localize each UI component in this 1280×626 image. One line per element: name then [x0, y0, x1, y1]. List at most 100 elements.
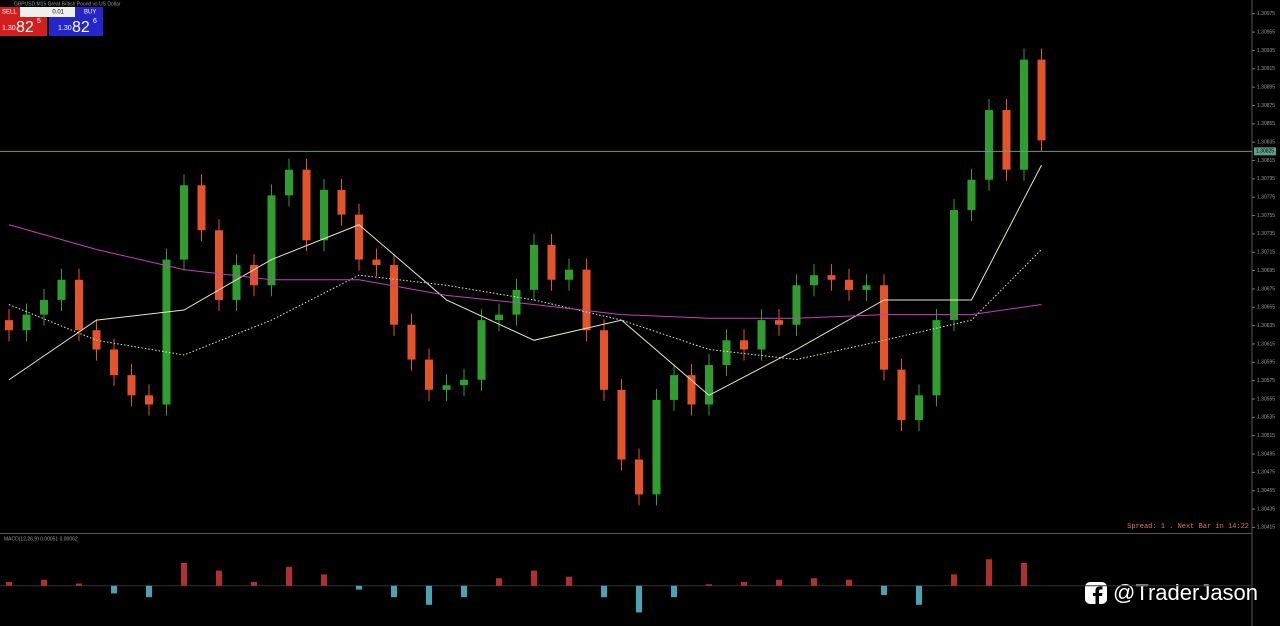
histogram-bar [531, 570, 537, 586]
candle-body [985, 110, 993, 180]
candle-body [442, 385, 451, 390]
candle-body [652, 399, 661, 495]
candle-body [582, 269, 591, 331]
histogram-bar [6, 582, 12, 586]
y-tick-label: 1.30535 [1257, 415, 1275, 421]
moving-average [8, 224, 1042, 319]
candle-body [40, 299, 48, 315]
candle-body [407, 324, 416, 360]
candle-body [862, 285, 871, 290]
symbol-title: GBPUSD,M15 Great British Pound vs US Dol… [14, 1, 121, 7]
facebook-f [1093, 586, 1103, 604]
candle-body [547, 244, 556, 280]
y-tick-label: 1.30695 [1257, 268, 1275, 274]
candle-body [792, 285, 801, 325]
histogram-bar [986, 559, 992, 586]
candle-body [180, 185, 188, 260]
y-tick-label: 1.30435 [1257, 506, 1275, 512]
y-tick-label: 1.30455 [1257, 488, 1275, 494]
bid-pips: 82 [16, 19, 34, 36]
candle-body [740, 340, 748, 350]
candle-body [460, 379, 468, 386]
histogram-bar [41, 579, 47, 586]
histogram-bar [146, 585, 152, 598]
histogram-bar [356, 585, 362, 590]
y-tick-label: 1.30515 [1257, 433, 1275, 439]
candle-body [197, 185, 206, 231]
candle-body [22, 314, 31, 331]
histogram-bar [741, 582, 747, 586]
current-price-box [1254, 147, 1276, 156]
indicator-title: MACD(12,26,9) 0.00051 0.00062 [4, 536, 78, 542]
histogram-bar [426, 585, 432, 605]
candle-body [92, 330, 101, 350]
candle-body [145, 395, 153, 405]
bid-prefix: 1.30 [2, 25, 16, 32]
bid-fraction: 5 [37, 18, 41, 25]
y-tick-label: 1.30875 [1257, 103, 1275, 109]
candle-body [932, 320, 941, 396]
candle-body [267, 195, 276, 286]
candle-body [915, 395, 923, 421]
y-tick-label: 1.30555 [1257, 396, 1275, 402]
candle-body [320, 189, 328, 241]
current-price-label: 1.30825 [1256, 149, 1274, 155]
y-tick-label: 1.30475 [1257, 470, 1275, 476]
y-tick-label: 1.30635 [1257, 323, 1275, 329]
candle-body [827, 275, 836, 280]
histogram-bar [111, 585, 117, 594]
trade-widget: SELL BUY 0.01 1.30 82 5 1.30 82 6 [0, 7, 103, 36]
candle-body [337, 189, 346, 215]
y-tick-label: 1.30755 [1257, 213, 1275, 219]
candle-body [705, 365, 713, 405]
histogram-bar [776, 579, 782, 586]
y-tick-label: 1.30855 [1257, 121, 1275, 127]
y-tick-label: 1.30415 [1257, 525, 1275, 531]
moving-average [8, 164, 1042, 396]
candle-body [355, 214, 363, 260]
candle-body [775, 320, 783, 325]
candle-body [5, 320, 13, 331]
y-tick-label: 1.30655 [1257, 305, 1275, 311]
histogram-bar [1021, 563, 1027, 586]
histogram-bar [671, 585, 677, 598]
lot-input[interactable] [20, 7, 75, 17]
candle-body [302, 169, 311, 241]
moving-average [8, 249, 1042, 361]
y-tick-label: 1.30615 [1257, 341, 1275, 347]
y-tick-label: 1.30715 [1257, 250, 1275, 256]
candle-body [425, 359, 433, 390]
candle-body [390, 265, 398, 325]
candle-body [285, 169, 293, 196]
candle-body [530, 244, 538, 290]
histogram-bar [496, 578, 502, 586]
candle-body [57, 279, 66, 300]
candle-body [565, 269, 573, 280]
histogram-bar [881, 585, 887, 595]
candle-body [810, 275, 818, 286]
y-tick-label: 1.30795 [1257, 176, 1275, 182]
watermark-text: @TraderJason [1113, 580, 1258, 605]
y-tick-label: 1.30575 [1257, 378, 1275, 384]
histogram-bar [706, 584, 712, 586]
candle-body [1037, 59, 1046, 141]
candle-body [1020, 59, 1028, 170]
candle-body [215, 230, 223, 300]
histogram-bar [321, 574, 327, 586]
status-text: Spread: 1 . Next Bar in 14:22 [1127, 523, 1249, 531]
candle-body [880, 285, 888, 370]
candle-body [950, 210, 958, 321]
candle-body [670, 375, 678, 400]
histogram-bar [951, 574, 957, 586]
histogram-bar [566, 576, 572, 586]
ask-pips: 82 [72, 19, 90, 36]
candle-body [757, 320, 766, 350]
candle-body [232, 265, 241, 300]
y-tick-label: 1.30595 [1257, 360, 1275, 366]
histogram-bar [811, 578, 817, 586]
histogram-bar [846, 579, 852, 586]
histogram-bar [636, 585, 642, 613]
